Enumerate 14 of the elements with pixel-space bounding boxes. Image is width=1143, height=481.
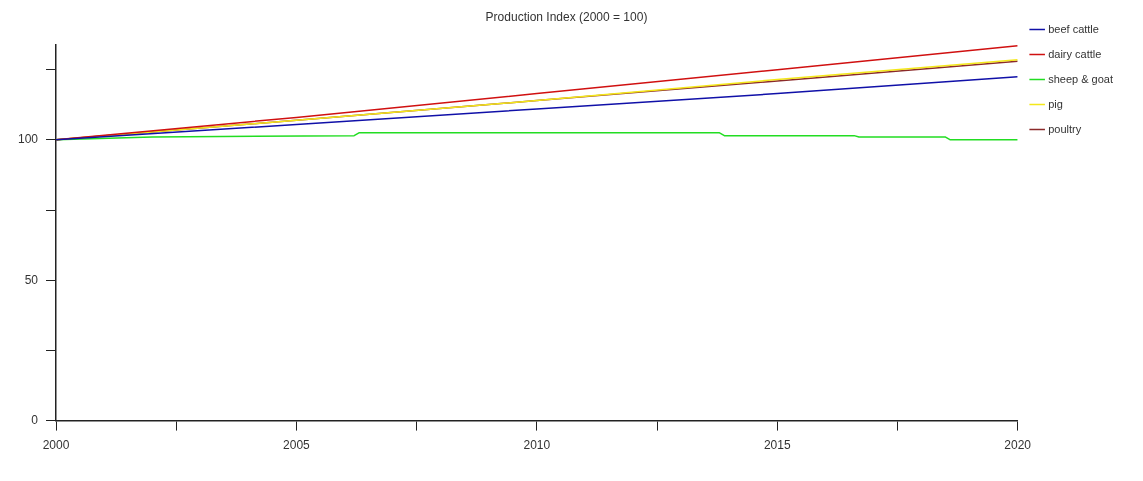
legend-label: pig	[1048, 97, 1063, 110]
y-tick-label: 0	[31, 412, 39, 427]
x-tick-label: 2020	[1004, 438, 1032, 453]
x-tick-label: 2000	[42, 438, 70, 453]
chart-title: Production Index (2000 = 100)	[485, 9, 648, 24]
legend-label: beef cattle	[1048, 22, 1099, 35]
x-tick-label: 2015	[763, 438, 791, 453]
x-tick-label: 2005	[283, 438, 311, 453]
legend-label: sheep & goat	[1048, 72, 1114, 85]
legend-label: dairy cattle	[1048, 47, 1102, 60]
y-tick-label: 100	[17, 132, 39, 147]
x-tick-label: 2010	[523, 438, 551, 453]
y-tick-label: 50	[24, 272, 39, 287]
legend-label: poultry	[1048, 122, 1082, 135]
